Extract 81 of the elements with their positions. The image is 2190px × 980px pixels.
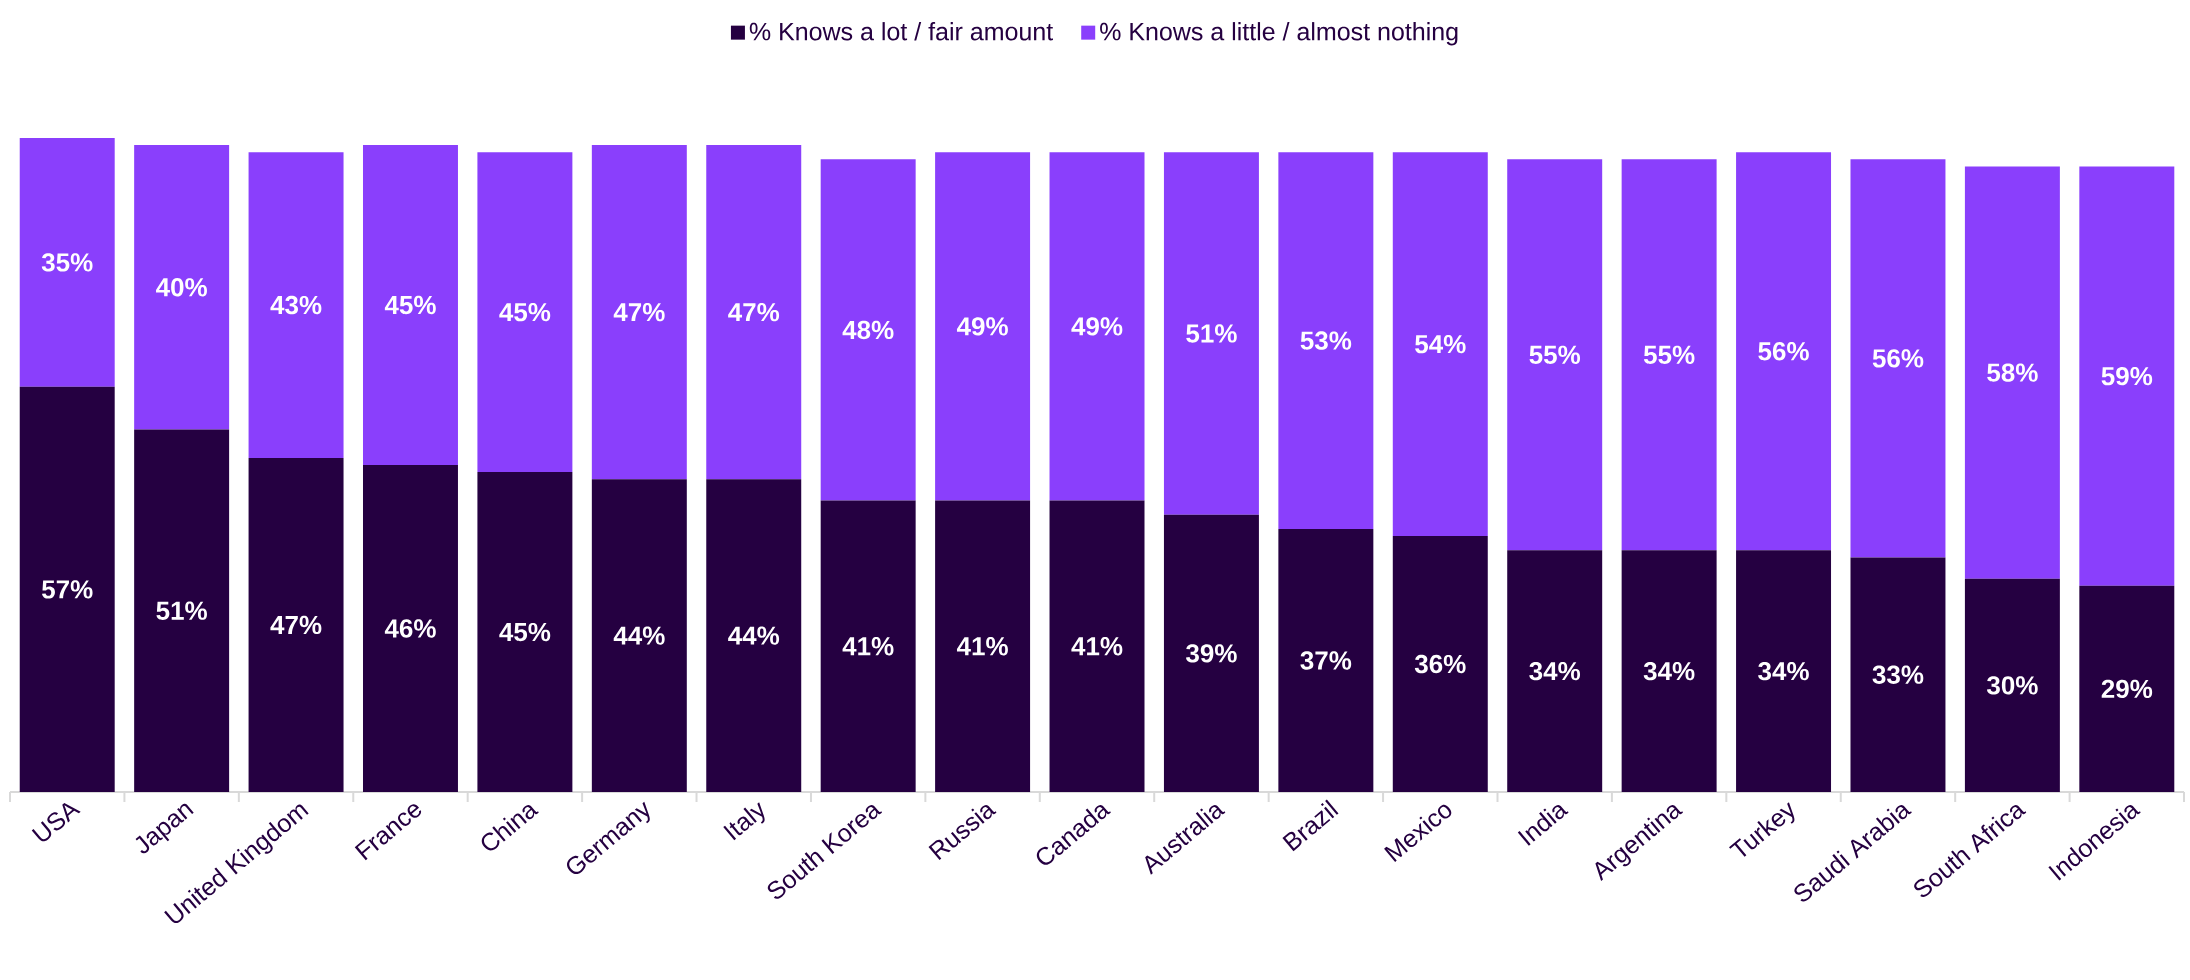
bar bbox=[1736, 152, 1832, 551]
data-label: 56% bbox=[1872, 349, 1924, 368]
data-label: 44% bbox=[728, 626, 780, 645]
data-label: 37% bbox=[1300, 651, 1352, 670]
bar bbox=[1621, 159, 1717, 551]
bar bbox=[134, 429, 230, 792]
data-label: 41% bbox=[956, 637, 1008, 656]
bar bbox=[362, 145, 458, 465]
data-label: 34% bbox=[1529, 661, 1581, 681]
data-label: 57% bbox=[42, 580, 93, 599]
data-label: 49% bbox=[1071, 317, 1123, 336]
bar bbox=[1507, 159, 1603, 551]
bar bbox=[1278, 528, 1374, 792]
data-label: 59% bbox=[2101, 366, 2153, 386]
bar bbox=[1278, 152, 1374, 529]
bar bbox=[1850, 557, 1946, 792]
data-label: 51% bbox=[156, 601, 207, 620]
data-label: 35% bbox=[41, 253, 93, 272]
data-label: 45% bbox=[499, 302, 551, 322]
bar bbox=[935, 152, 1031, 501]
bar bbox=[820, 159, 916, 501]
bar bbox=[820, 500, 916, 792]
bar bbox=[1736, 550, 1832, 792]
data-label: 29% bbox=[2101, 679, 2153, 699]
bar bbox=[706, 479, 802, 792]
bar bbox=[19, 386, 115, 792]
bar bbox=[362, 464, 458, 792]
bar bbox=[591, 145, 687, 480]
data-label: 48% bbox=[842, 320, 894, 340]
bar bbox=[19, 137, 115, 387]
bar bbox=[1392, 152, 1488, 537]
bar bbox=[134, 145, 230, 430]
data-label: 34% bbox=[1643, 661, 1695, 681]
bar bbox=[477, 472, 573, 792]
bar bbox=[2079, 585, 2175, 792]
bar bbox=[706, 145, 802, 480]
data-label: 41% bbox=[1071, 637, 1123, 656]
data-label: 55% bbox=[1529, 345, 1581, 364]
bar bbox=[1049, 152, 1145, 501]
legend-label: % Knows a lot / fair amount bbox=[749, 22, 1053, 41]
data-label: 49% bbox=[956, 317, 1008, 336]
bar bbox=[1163, 514, 1259, 792]
data-label: 46% bbox=[384, 619, 436, 638]
bar bbox=[935, 500, 1031, 792]
data-label: 44% bbox=[613, 626, 665, 645]
data-label: 36% bbox=[1414, 654, 1466, 674]
bar bbox=[1392, 536, 1488, 792]
bar bbox=[1621, 550, 1717, 792]
data-label: 40% bbox=[156, 278, 207, 297]
data-label: 47% bbox=[613, 303, 665, 322]
x-tick-label: Italy bbox=[723, 802, 765, 841]
bar bbox=[1507, 550, 1603, 792]
data-label: 39% bbox=[1186, 644, 1237, 663]
bar bbox=[1964, 578, 2060, 792]
bar bbox=[1850, 159, 1946, 558]
bar bbox=[591, 479, 687, 792]
data-label: 45% bbox=[384, 295, 436, 315]
legend-label: % Knows a little / almost nothing bbox=[1100, 22, 1458, 46]
bar bbox=[1964, 166, 2060, 579]
data-label: 45% bbox=[499, 622, 551, 642]
bar bbox=[1163, 152, 1259, 515]
bar bbox=[2079, 166, 2175, 586]
data-label: 47% bbox=[270, 615, 322, 635]
x-tick-label: India bbox=[1517, 804, 1569, 846]
data-label: 56% bbox=[1758, 342, 1809, 361]
data-label: 58% bbox=[1987, 363, 2038, 382]
data-label: 53% bbox=[1300, 331, 1352, 350]
data-label: 51% bbox=[1186, 324, 1237, 343]
data-label: 30% bbox=[1986, 676, 2038, 695]
data-label: 34% bbox=[1758, 661, 1809, 681]
bar bbox=[248, 152, 344, 458]
bar bbox=[477, 152, 573, 473]
data-label: 47% bbox=[728, 303, 780, 322]
bar bbox=[1049, 500, 1145, 792]
data-label: 41% bbox=[842, 637, 894, 656]
data-label: 54% bbox=[1415, 334, 1466, 354]
bar bbox=[248, 457, 344, 792]
data-label: 55% bbox=[1643, 345, 1695, 364]
data-label: 43% bbox=[270, 295, 322, 315]
x-tick-label: USA bbox=[31, 803, 81, 842]
data-label: 33% bbox=[1872, 665, 1924, 684]
